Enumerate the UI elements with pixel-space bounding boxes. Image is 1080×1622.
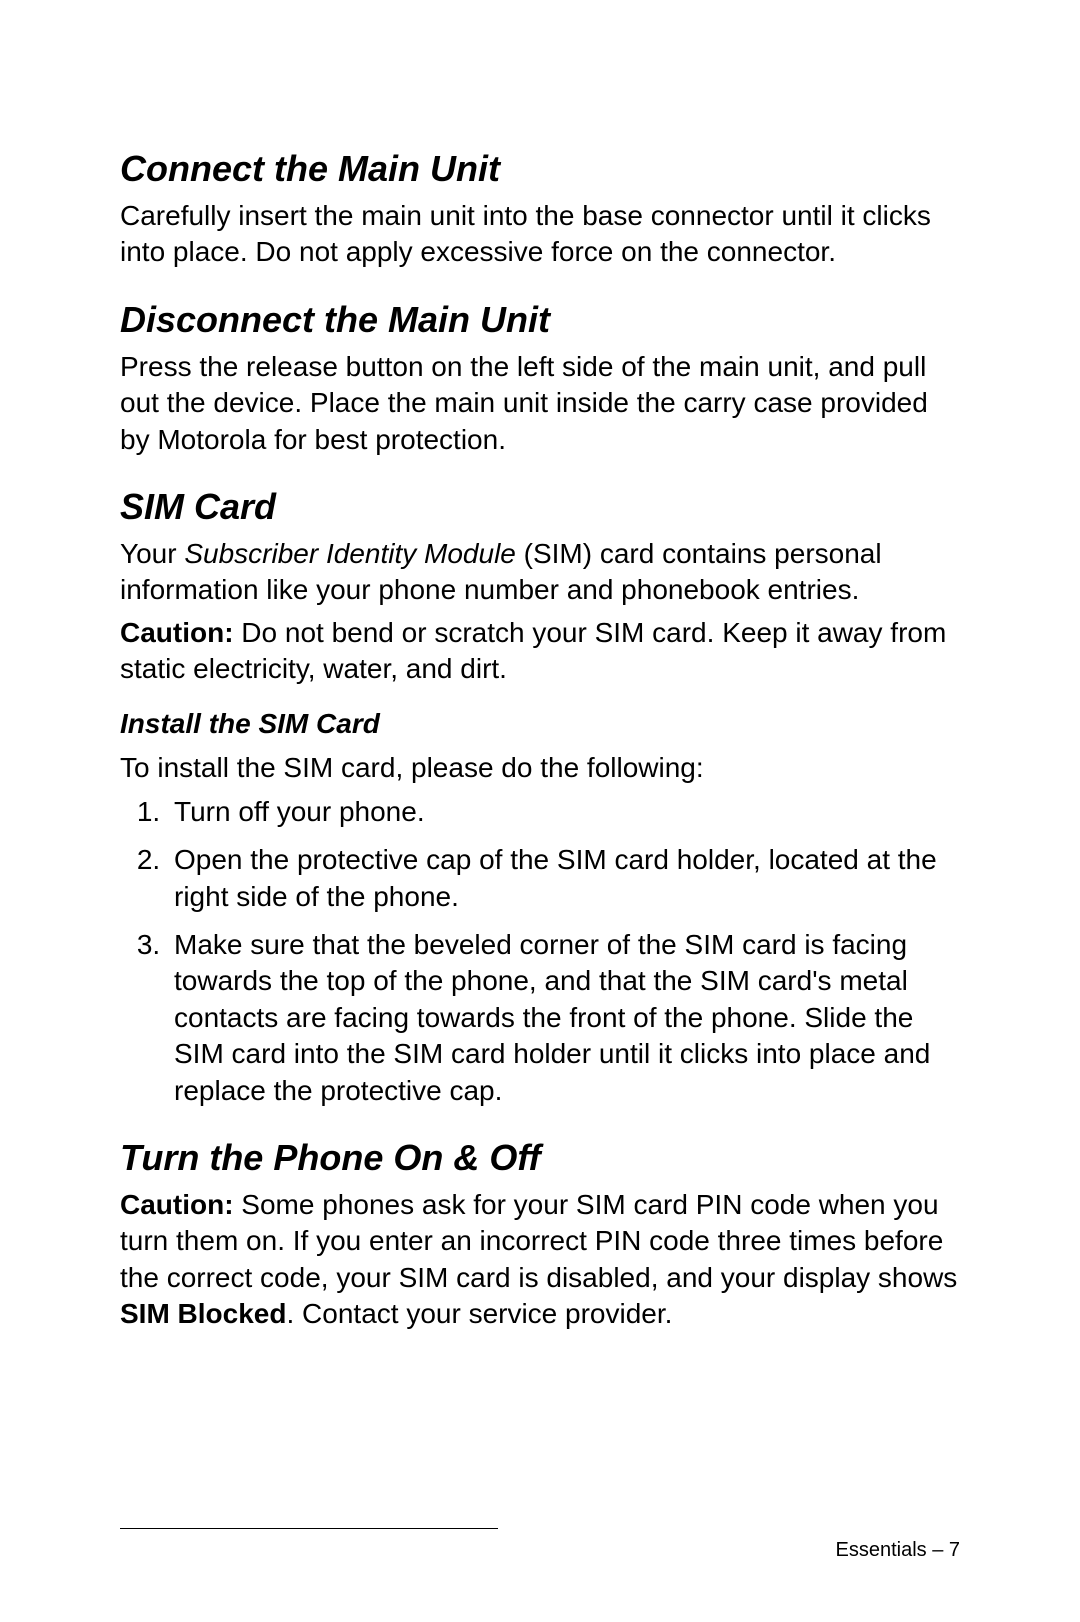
body-sim-caution: Caution: Do not bend or scratch your SIM… (120, 615, 960, 688)
heading-sim: SIM Card (120, 486, 960, 528)
power-caution-text-2: . Contact your service provider. (286, 1298, 672, 1329)
page-footer: Essentials – 7 (120, 1528, 960, 1562)
power-caution-bold: SIM Blocked (120, 1298, 286, 1329)
heading-power: Turn the Phone On & Off (120, 1137, 960, 1179)
sim-caution-label: Caution: (120, 617, 234, 648)
sim-intro-prefix: Your (120, 538, 184, 569)
footer-divider (120, 1528, 498, 1529)
install-step-3: Make sure that the beveled corner of the… (168, 927, 960, 1109)
install-step-2: Open the protective cap of the SIM card … (168, 842, 960, 915)
body-connect: Carefully insert the main unit into the … (120, 198, 960, 271)
subheading-install-sim: Install the SIM Card (120, 708, 960, 740)
install-step-1: Turn off your phone. (168, 794, 960, 830)
sim-caution-text: Do not bend or scratch your SIM card. Ke… (120, 617, 946, 684)
power-caution-label: Caution: (120, 1189, 234, 1220)
sim-intro-italic: Subscriber Identity Module (184, 538, 516, 569)
install-steps-list: Turn off your phone. Open the protective… (120, 794, 960, 1109)
footer-page-label: Essentials – 7 (120, 1539, 960, 1562)
body-power-caution: Caution: Some phones ask for your SIM ca… (120, 1187, 960, 1333)
body-sim-intro: Your Subscriber Identity Module (SIM) ca… (120, 536, 960, 609)
body-install-intro: To install the SIM card, please do the f… (120, 750, 960, 786)
heading-connect: Connect the Main Unit (120, 148, 960, 190)
body-disconnect: Press the release button on the left sid… (120, 349, 960, 458)
power-caution-text-1: Some phones ask for your SIM card PIN co… (120, 1189, 957, 1293)
heading-disconnect: Disconnect the Main Unit (120, 299, 960, 341)
